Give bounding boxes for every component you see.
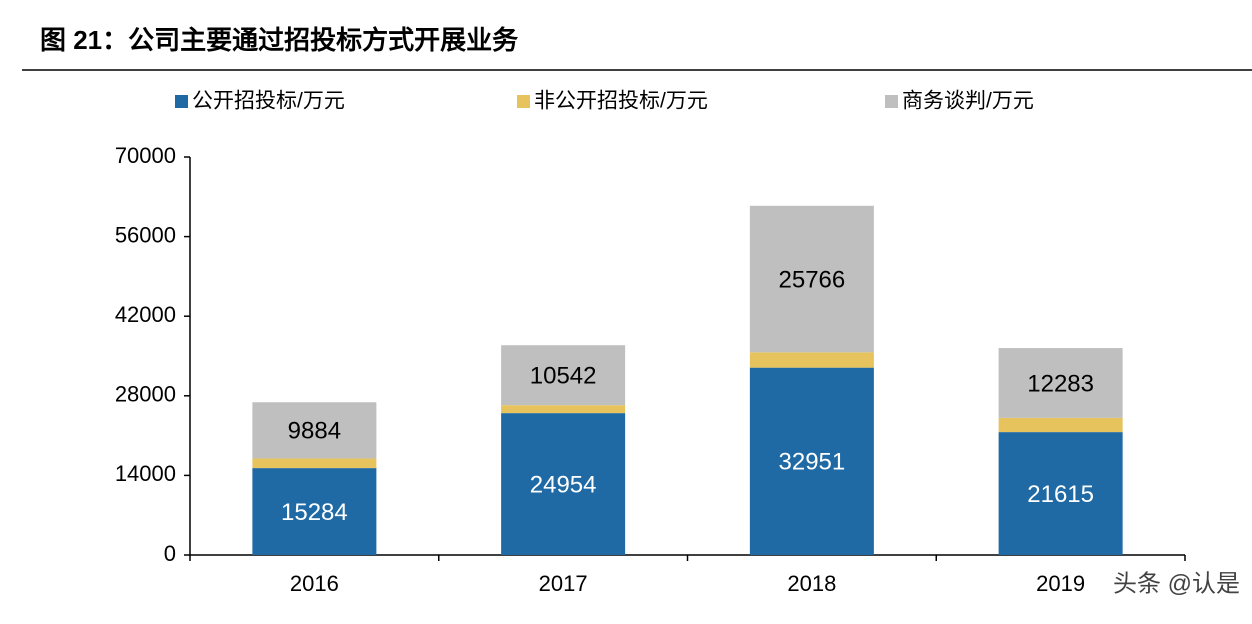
bar-segment <box>252 458 377 469</box>
data-label: 21615 <box>1027 481 1094 508</box>
legend-swatch <box>517 95 530 108</box>
y-tick-label: 0 <box>164 541 176 566</box>
data-label: 9884 <box>288 418 341 445</box>
x-tick-label: 2016 <box>290 571 339 596</box>
bar-segment <box>501 345 626 406</box>
y-tick-label: 14000 <box>115 461 176 486</box>
bar-segment <box>252 468 377 555</box>
bar-segment <box>998 348 1123 418</box>
legend-swatch <box>885 95 898 108</box>
watermark: 头条 @认是 <box>1113 570 1240 597</box>
y-tick-label: 28000 <box>115 382 176 407</box>
data-label: 24954 <box>530 471 597 498</box>
chart-title: 图 21：公司主要通过招投标方式开展业务 <box>40 25 518 55</box>
data-label: 10542 <box>530 363 597 390</box>
y-tick-label: 70000 <box>115 143 176 168</box>
bar-segment <box>998 417 1123 433</box>
y-tick-label: 42000 <box>115 302 176 327</box>
bar-segment <box>501 405 626 414</box>
y-tick-label: 56000 <box>115 222 176 247</box>
legend-label: 公开招投标/万元 <box>192 90 345 113</box>
bar-segment <box>749 205 874 353</box>
x-tick-label: 2017 <box>539 571 588 596</box>
data-label: 25766 <box>779 266 846 293</box>
legend-swatch <box>175 95 188 108</box>
bar-segment <box>252 402 377 459</box>
bar-segment <box>501 413 626 555</box>
data-label: 32951 <box>779 449 846 476</box>
data-label: 12283 <box>1027 370 1094 397</box>
bar-segment <box>749 352 874 368</box>
x-tick-label: 2018 <box>787 571 836 596</box>
legend-label: 商务谈判/万元 <box>902 90 1034 113</box>
data-label: 15284 <box>281 499 348 526</box>
bar-segment <box>998 432 1123 555</box>
bar-segment <box>749 367 874 555</box>
legend-label: 非公开招投标/万元 <box>534 90 708 113</box>
x-tick-label: 2019 <box>1036 571 1085 596</box>
